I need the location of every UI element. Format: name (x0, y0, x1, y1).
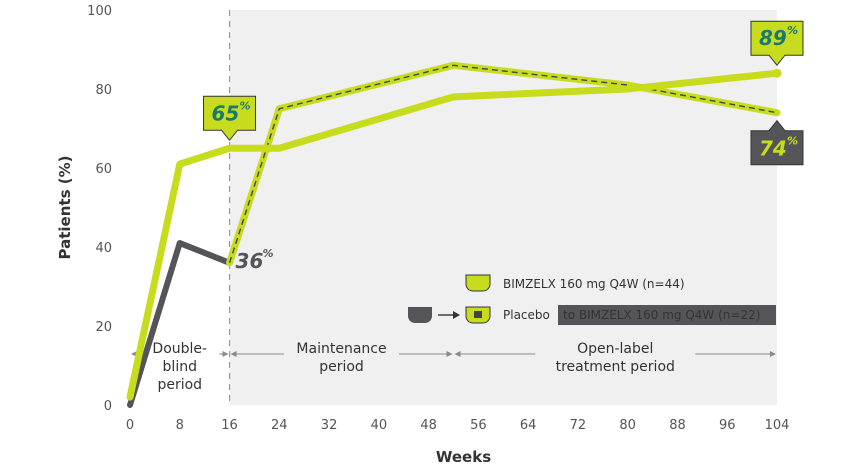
legend-item-placebo: Placebo to BIMZELX 160 mg Q4W (n=22) (408, 305, 776, 325)
period-arrow-head (446, 351, 453, 357)
x-tick-label: 96 (719, 418, 736, 433)
y-tick-label: 40 (95, 241, 112, 256)
callout-value: 89 (759, 26, 787, 50)
x-tick-label: 88 (669, 418, 686, 433)
x-tick-label: 80 (619, 418, 636, 433)
x-tick-label: 48 (420, 418, 437, 433)
legend-swatch-square (474, 311, 482, 318)
legend-label-placebo: Placebo (503, 308, 550, 322)
period-annotation: Double-blind period (131, 341, 229, 393)
period-arrow-head (454, 351, 461, 357)
x-tick-label: 64 (520, 418, 537, 433)
callout-percent: % (240, 99, 251, 112)
callout-value: 74 (759, 137, 787, 161)
x-tick-label: 8 (176, 418, 184, 433)
bimzelx-end-marker (772, 68, 782, 78)
callout-89: 89% (750, 20, 804, 67)
callout-65: 65% (203, 95, 257, 142)
legend-swatch-lime (465, 274, 491, 292)
callout-percent: % (787, 135, 798, 148)
period-arrow-head (222, 351, 229, 357)
callout-box (750, 20, 804, 67)
period-label: period (319, 359, 364, 375)
y-tick-label: 80 (95, 83, 112, 98)
x-tick-label: 40 (371, 418, 388, 433)
callout-percent: % (787, 24, 798, 37)
y-axis-title: Patients (%) (56, 156, 74, 260)
x-tick-label: 24 (271, 418, 288, 433)
period-arrow-head (230, 351, 237, 357)
x-tick-label: 72 (570, 418, 587, 433)
legend-highlight-box (558, 305, 776, 325)
x-tick-label: 32 (321, 418, 338, 433)
legend-arrow-head (453, 311, 460, 319)
y-tick-label: 0 (104, 399, 112, 414)
period-label: period (157, 377, 202, 393)
y-tick-label: 100 (87, 4, 112, 19)
period-label: Maintenance (296, 341, 386, 357)
callout-box (750, 119, 804, 166)
x-tick-label: 56 (470, 418, 487, 433)
period-label: Double- (152, 341, 207, 357)
legend-item-bimzelx: BIMZELX 160 mg Q4W (n=44) (465, 274, 685, 292)
callout-box (203, 95, 257, 142)
x-tick-label: 104 (765, 418, 790, 433)
callout-value: 36 (236, 249, 264, 273)
period-label: treatment period (556, 359, 675, 375)
legend-swatch-gray (408, 307, 432, 323)
period-annotation: Open-label treatment period (454, 341, 776, 375)
y-tick-label: 60 (95, 162, 112, 177)
x-tick-label: 0 (126, 418, 134, 433)
y-tick-label: 20 (95, 320, 112, 335)
period-annotation: Maintenance period (230, 341, 453, 375)
period-label: blind (163, 359, 197, 375)
callout-74: 74% (750, 119, 804, 166)
shaded-treatment-region (229, 10, 778, 405)
callout-value: 65 (212, 101, 240, 125)
legend-label-bimzelx: BIMZELX 160 mg Q4W (n=44) (503, 277, 685, 291)
bimzelx-series-line (126, 69, 781, 401)
period-label: Open-label (577, 341, 653, 357)
period-arrow-head (770, 351, 776, 357)
x-axis-title: Weeks (436, 448, 491, 466)
placebo-switch-dash-line (228, 64, 778, 264)
callout-36: 36% (236, 247, 274, 273)
legend-label-switch: to BIMZELX 160 mg Q4W (n=22) (563, 308, 760, 322)
callout-percent: % (263, 247, 274, 260)
x-tick-label: 16 (221, 418, 238, 433)
placebo-series-line (127, 240, 233, 408)
